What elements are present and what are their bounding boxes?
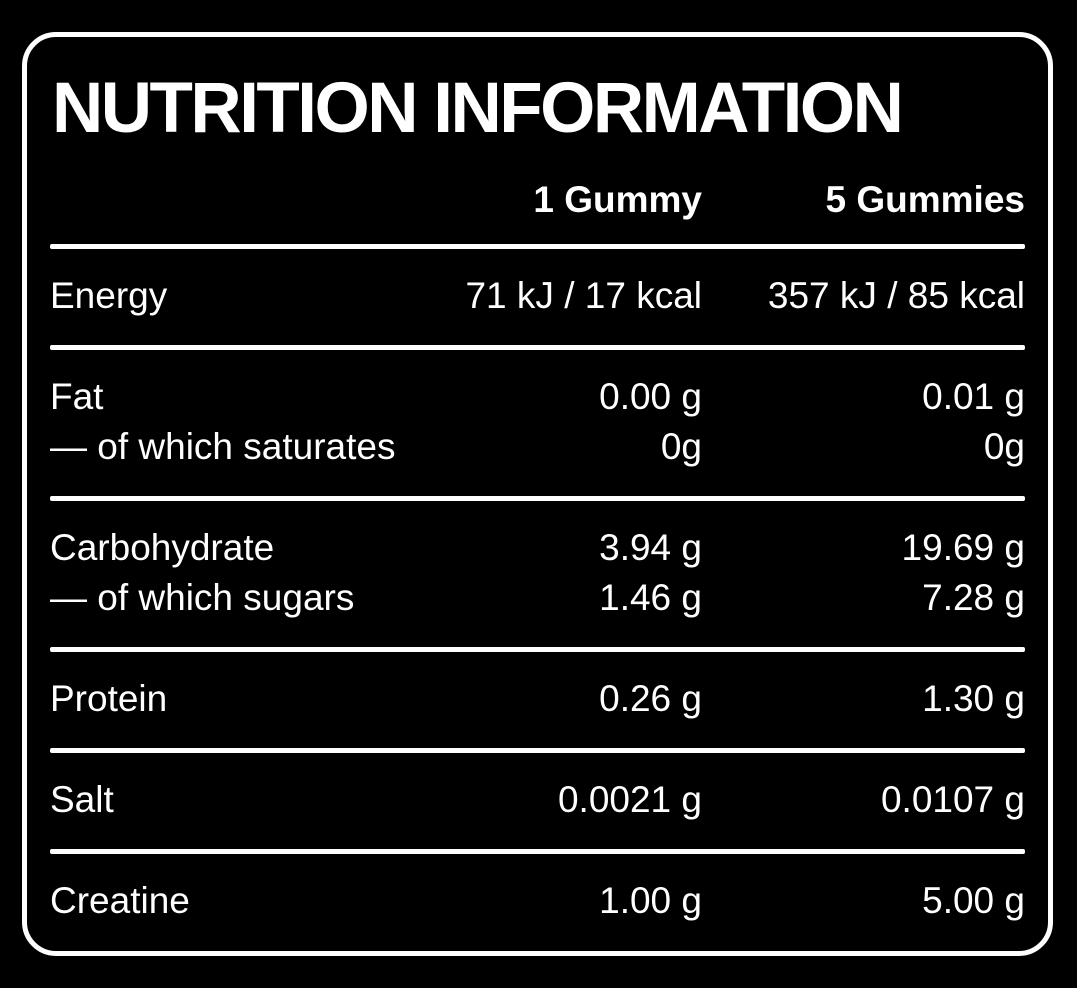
column-headers: 1 Gummy 5 Gummies: [50, 178, 1025, 244]
section-salt: Salt 0.0021 g 0.0107 g: [50, 753, 1025, 849]
row-value-1-gummy: 0.26 g: [599, 678, 702, 719]
table-row: Fat 0.00 g 0.01 g: [50, 372, 1025, 422]
divider: [50, 345, 1025, 350]
page-title: NUTRITION INFORMATION: [52, 69, 904, 148]
divider: [50, 849, 1025, 854]
row-value-5-gummies: 357 kJ / 85 kcal: [767, 275, 1025, 316]
section-energy: Energy 71 kJ / 17 kcal 357 kJ / 85 kcal: [50, 249, 1025, 345]
row-value-5-gummies: 19.69 g: [901, 527, 1025, 568]
row-label: Carbohydrate: [50, 527, 275, 568]
divider: [50, 244, 1025, 249]
divider: [50, 496, 1025, 501]
section-fat: Fat 0.00 g 0.01 g — of which saturates 0…: [50, 350, 1025, 496]
table-row: Salt 0.0021 g 0.0107 g: [50, 775, 1025, 825]
row-value-5-gummies: 7.28 g: [922, 577, 1025, 618]
divider: [50, 647, 1025, 652]
row-value-5-gummies: 1.30 g: [922, 678, 1025, 719]
row-label: Energy: [50, 275, 168, 316]
nutrition-label-panel: NUTRITION INFORMATION 1 Gummy 5 Gummies …: [22, 32, 1053, 956]
row-value-1-gummy: 71 kJ / 17 kcal: [465, 275, 702, 316]
table-row: Creatine 1.00 g 5.00 g: [50, 876, 1025, 926]
section-protein: Protein 0.26 g 1.30 g: [50, 652, 1025, 748]
row-value-5-gummies: 0.01 g: [922, 376, 1025, 417]
row-value-1-gummy: 0.0021 g: [557, 779, 702, 820]
table-row: Carbohydrate 3.94 g 19.69 g: [50, 523, 1025, 573]
table-row: Protein 0.26 g 1.30 g: [50, 674, 1025, 724]
row-value-5-gummies: 5.00 g: [922, 880, 1025, 921]
row-value-5-gummies: 0g: [983, 426, 1025, 467]
column-header-5-gummies: 5 Gummies: [825, 179, 1025, 220]
row-label: Protein: [50, 678, 168, 719]
column-header-1-gummy: 1 Gummy: [533, 179, 702, 220]
row-value-1-gummy: 1.46 g: [599, 577, 702, 618]
row-value-1-gummy: 0.00 g: [599, 376, 702, 417]
section-carbohydrate: Carbohydrate 3.94 g 19.69 g — of which s…: [50, 501, 1025, 647]
row-label: — of which sugars: [50, 577, 355, 618]
section-creatine: Creatine 1.00 g 5.00 g: [50, 854, 1025, 950]
row-label: Creatine: [50, 880, 190, 921]
divider: [50, 748, 1025, 753]
row-value-5-gummies: 0.0107 g: [880, 779, 1025, 820]
row-label: Salt: [50, 779, 114, 820]
row-label: Fat: [50, 376, 104, 417]
row-value-1-gummy: 0g: [660, 426, 702, 467]
table-subrow: — of which sugars 1.46 g 7.28 g: [50, 573, 1025, 623]
header-spacer: [50, 178, 432, 222]
row-value-1-gummy: 3.94 g: [599, 527, 702, 568]
table-row: Energy 71 kJ / 17 kcal 357 kJ / 85 kcal: [50, 271, 1025, 321]
row-label: — of which saturates: [50, 426, 396, 467]
table-subrow: — of which saturates 0g 0g: [50, 422, 1025, 472]
row-value-1-gummy: 1.00 g: [599, 880, 702, 921]
